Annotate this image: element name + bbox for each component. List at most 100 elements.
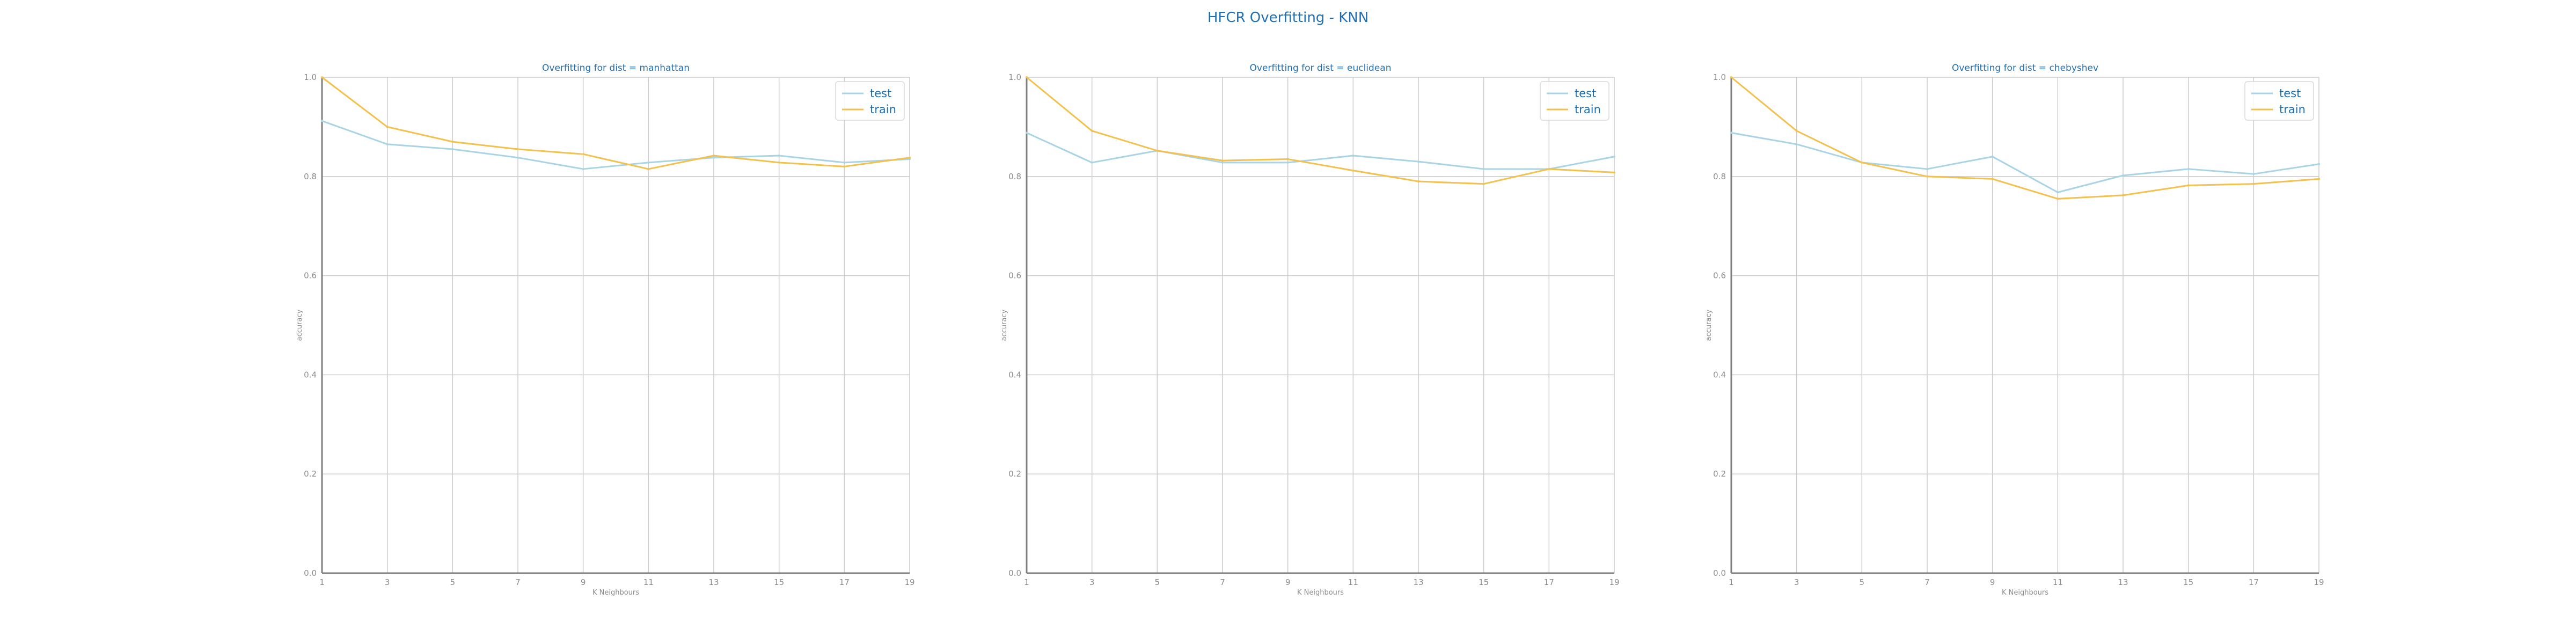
data-point-test xyxy=(1286,161,1289,164)
x-axis-label: K Neighbours xyxy=(592,589,639,597)
x-tick-label: 1 xyxy=(319,577,325,587)
data-point-test xyxy=(582,167,584,170)
data-point-test xyxy=(713,156,715,159)
x-tick-label: 13 xyxy=(1413,577,1423,587)
y-tick-label: 0.8 xyxy=(304,172,317,181)
y-tick-label: 0.4 xyxy=(304,370,317,379)
data-point-test xyxy=(909,158,911,160)
y-axis-label: accuracy xyxy=(1705,309,1713,341)
y-tick-label: 0.8 xyxy=(1008,172,1021,181)
y-tick-label: 0.6 xyxy=(1713,271,1726,281)
data-point-train xyxy=(1352,169,1355,172)
legend xyxy=(835,81,905,121)
data-point-test xyxy=(2252,173,2255,175)
y-tick-label: 0.2 xyxy=(1713,469,1726,479)
chart-panel-2: Overfitting for dist = euclidean 0.0 0.2 0.… xyxy=(1000,63,1620,597)
data-point-train xyxy=(1991,178,1994,180)
x-tick-label: 3 xyxy=(385,577,390,587)
data-point-test xyxy=(1991,155,1994,158)
data-point-test xyxy=(1613,155,1615,158)
x-tick-label: 19 xyxy=(1609,577,1619,587)
y-tick-label: 0.0 xyxy=(304,568,317,578)
y-tick-label: 0.0 xyxy=(1008,568,1021,578)
y-tick-label: 0.2 xyxy=(304,469,317,479)
data-point-train xyxy=(517,148,519,150)
y-tick-label: 0.6 xyxy=(304,271,317,281)
x-tick-label: 11 xyxy=(2053,577,2063,587)
data-point-test xyxy=(321,120,323,122)
x-tick-label: 19 xyxy=(2314,577,2324,587)
y-axis-label: accuracy xyxy=(296,309,304,341)
x-axis-label: K Neighbours xyxy=(2002,589,2048,597)
legend xyxy=(2244,81,2314,121)
x-tick-label: 17 xyxy=(839,577,850,587)
data-point-train xyxy=(2252,182,2255,185)
y-tick-label: 1.0 xyxy=(1713,72,1726,82)
x-tick-label: 15 xyxy=(1479,577,1489,587)
y-tick-label: 0.4 xyxy=(1713,370,1726,379)
x-tick-label: 1 xyxy=(1024,577,1029,587)
data-point-train xyxy=(1156,149,1159,152)
y-tick-label: 1.0 xyxy=(1008,72,1021,82)
data-point-train xyxy=(451,141,454,143)
x-tick-label: 5 xyxy=(1860,577,1865,587)
chart-panel-3: Overfitting for dist = chebyshev 0.0 0.2 0.… xyxy=(1705,63,2324,597)
x-tick-label: 5 xyxy=(1155,577,1160,587)
data-point-test xyxy=(2318,163,2320,165)
data-point-train xyxy=(647,167,650,170)
data-point-train xyxy=(1795,129,1798,132)
data-point-train xyxy=(713,154,715,157)
legend-label-train: train xyxy=(1575,103,1601,116)
data-point-test xyxy=(647,161,650,164)
data-point-test xyxy=(2057,191,2059,194)
legend-label-test: test xyxy=(1575,87,1596,100)
y-axis-label: accuracy xyxy=(1000,309,1008,341)
data-point-train xyxy=(1221,159,1224,162)
data-point-train xyxy=(386,126,389,128)
subplot-title: Overfitting for dist = manhattan xyxy=(542,63,690,74)
data-point-train xyxy=(582,153,584,156)
data-point-train xyxy=(2122,194,2124,196)
x-tick-label: 9 xyxy=(581,577,586,587)
x-tick-label: 15 xyxy=(2183,577,2193,587)
x-tick-label: 13 xyxy=(708,577,719,587)
x-tick-label: 7 xyxy=(1220,577,1225,587)
data-point-train xyxy=(321,76,323,78)
data-point-train xyxy=(1613,171,1615,174)
data-point-test xyxy=(1352,154,1355,157)
x-tick-label: 19 xyxy=(904,577,914,587)
series-line-test xyxy=(1026,132,1615,170)
data-point-test xyxy=(1221,161,1224,164)
x-tick-label: 11 xyxy=(1348,577,1358,587)
subplot-title: Overfitting for dist = chebyshev xyxy=(1952,63,2098,74)
data-point-train xyxy=(1926,175,1928,178)
data-point-test xyxy=(778,154,780,157)
subplot-title: Overfitting for dist = euclidean xyxy=(1250,63,1392,74)
x-tick-label: 17 xyxy=(2249,577,2259,587)
series-line-test xyxy=(1731,132,2319,193)
series-line-train xyxy=(1026,76,1615,185)
x-tick-label: 3 xyxy=(1794,577,1799,587)
data-point-train xyxy=(1417,180,1419,183)
data-point-train xyxy=(843,165,846,168)
data-point-train xyxy=(1286,158,1289,160)
legend-label-test: test xyxy=(2279,87,2301,100)
y-tick-label: 1.0 xyxy=(304,72,317,82)
data-point-train xyxy=(2187,184,2190,187)
series-line-train xyxy=(1731,76,2319,200)
y-tick-label: 0.8 xyxy=(1713,172,1726,181)
data-point-train xyxy=(2057,197,2059,200)
data-point-train xyxy=(1730,76,1732,78)
data-point-train xyxy=(1482,182,1485,185)
data-point-test xyxy=(1926,167,1928,170)
x-tick-label: 1 xyxy=(1729,577,1734,587)
legend xyxy=(1540,81,1609,121)
x-tick-label: 13 xyxy=(2118,577,2128,587)
data-point-test xyxy=(1795,143,1798,145)
x-tick-label: 7 xyxy=(1924,577,1930,587)
x-tick-label: 15 xyxy=(774,577,784,587)
data-point-train xyxy=(1861,161,1863,164)
x-axis-label: K Neighbours xyxy=(1297,589,1344,597)
